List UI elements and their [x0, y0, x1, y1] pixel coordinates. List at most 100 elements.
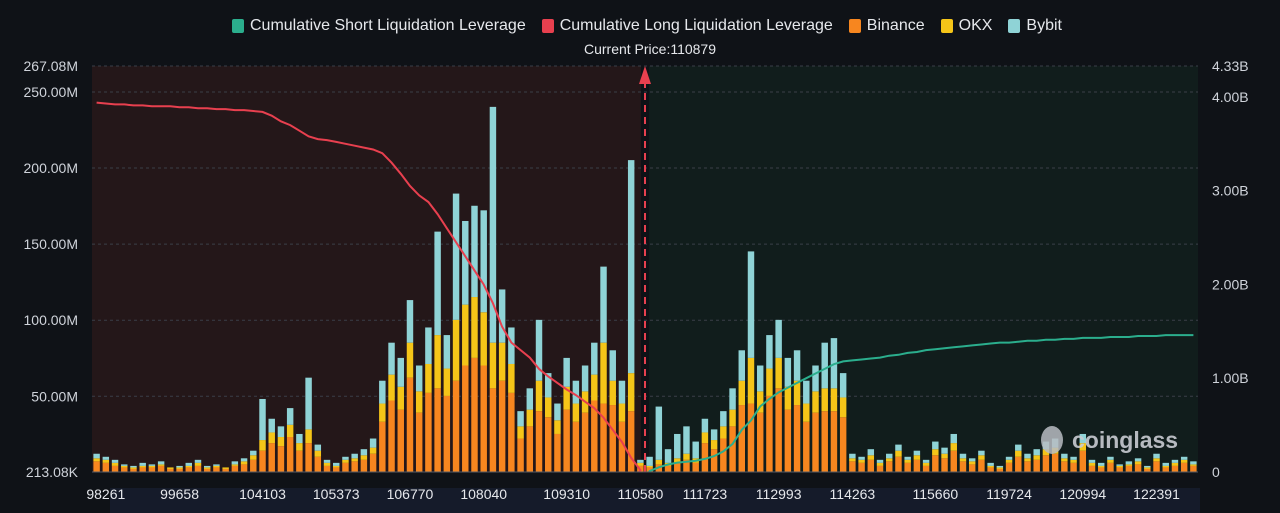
- x-axis-tick: 115660: [912, 486, 958, 502]
- bar-bybit: [950, 433, 957, 444]
- bar-binance: [1079, 450, 1087, 472]
- bar-binance: [360, 459, 368, 472]
- bar-okx: [1190, 464, 1197, 466]
- bar-okx: [305, 429, 312, 444]
- bar-bybit: [535, 319, 543, 381]
- bar-okx: [1097, 465, 1105, 468]
- bar-binance: [231, 465, 239, 472]
- bar-okx: [701, 432, 709, 444]
- bar-bybit: [683, 426, 690, 454]
- bar-binance: [369, 453, 377, 472]
- bar-binance: [1134, 464, 1142, 472]
- bar-bybit: [996, 465, 1004, 468]
- bar-binance: [222, 468, 229, 472]
- legend-label: Binance: [866, 17, 925, 34]
- bar-binance: [830, 411, 838, 472]
- legend-item-cumulative-long-liquidation-leverage[interactable]: Cumulative Long Liquidation Leverage: [541, 17, 833, 35]
- bar-bybit: [876, 459, 884, 463]
- bar-bybit: [203, 465, 211, 468]
- bar-bybit: [968, 458, 976, 462]
- bar-binance: [471, 357, 478, 472]
- current-price-label: Current Price:110879: [583, 41, 717, 57]
- legend-item-cumulative-short-liquidation-leverage[interactable]: Cumulative Short Liquidation Leverage: [231, 17, 526, 35]
- bar-bybit: [462, 220, 469, 305]
- bar-binance: [581, 412, 589, 472]
- bar-binance: [535, 411, 543, 472]
- legend-item-bybit[interactable]: Bybit: [1008, 17, 1062, 35]
- bar-binance: [1162, 467, 1169, 472]
- bar-binance: [250, 459, 257, 472]
- x-axis-slider[interactable]: [110, 488, 1200, 513]
- bar-binance: [886, 461, 893, 472]
- bar-binance: [111, 465, 119, 472]
- bar-binance: [554, 433, 561, 472]
- legend-label: Cumulative Long Liquidation Leverage: [559, 17, 833, 34]
- bar-binance: [1024, 461, 1031, 472]
- bar-bybit: [498, 289, 506, 343]
- bar-binance: [950, 450, 957, 472]
- bar-binance: [342, 462, 349, 472]
- bar-okx: [452, 319, 460, 381]
- bar-okx: [471, 297, 478, 358]
- bar-bybit: [941, 447, 948, 454]
- legend: Cumulative Short Liquidation Leverage Cum…: [0, 17, 1280, 35]
- bar-bybit: [388, 342, 395, 375]
- bar-bybit: [655, 406, 663, 460]
- bar-binance: [130, 468, 137, 472]
- bar-binance: [379, 421, 386, 472]
- bar-binance: [895, 456, 902, 472]
- bar-binance: [1088, 465, 1096, 472]
- bar-binance: [784, 409, 792, 472]
- bar-okx: [968, 461, 976, 465]
- legend-item-binance[interactable]: Binance: [848, 17, 925, 35]
- bar-bybit: [231, 461, 239, 465]
- bar-binance: [1033, 459, 1040, 472]
- bar-okx: [830, 388, 838, 412]
- bar-okx: [425, 363, 432, 393]
- bar-okx: [867, 455, 875, 460]
- bar-binance: [213, 467, 220, 472]
- watermark: coinglass: [1041, 426, 1178, 454]
- bar-binance: [406, 377, 414, 472]
- bar-binance: [692, 462, 699, 472]
- bar-binance: [849, 461, 856, 472]
- bar-okx: [839, 397, 847, 418]
- bar-okx: [895, 450, 902, 457]
- bar-bybit: [1033, 449, 1040, 456]
- left-axis-tick: 150.00M: [24, 236, 78, 252]
- bar-bybit: [600, 266, 607, 343]
- bar-binance: [747, 403, 755, 472]
- bar-bybit: [480, 210, 487, 313]
- bar-binance: [978, 459, 985, 472]
- bar-okx: [535, 380, 543, 412]
- bar-binance: [314, 456, 322, 472]
- bar-okx: [213, 465, 220, 468]
- bar-binance: [803, 421, 810, 472]
- bar-okx: [351, 458, 358, 462]
- bar-binance: [1171, 465, 1179, 472]
- bar-bybit: [1024, 453, 1031, 459]
- bar-binance: [839, 417, 847, 472]
- bar-binance: [627, 411, 635, 472]
- bar-bybit: [1134, 458, 1142, 462]
- bar-bybit: [406, 300, 414, 343]
- bar-okx: [489, 342, 497, 389]
- bar-binance: [203, 468, 211, 472]
- legend-item-okx[interactable]: OKX: [940, 17, 992, 35]
- current-price-arrow-icon: [639, 66, 651, 84]
- bar-okx: [111, 462, 119, 466]
- bar-bybit: [194, 459, 202, 463]
- bar-binance: [572, 421, 580, 472]
- bar-bybit: [554, 403, 561, 421]
- bar-bybit: [342, 456, 349, 460]
- bar-okx: [323, 462, 331, 466]
- left-axis-tick: 267.08M: [24, 58, 78, 74]
- bar-bybit: [305, 377, 312, 430]
- bar-binance: [775, 388, 782, 472]
- x-axis-tick: 111723: [683, 486, 728, 502]
- bar-bybit: [1162, 462, 1169, 466]
- bar-okx: [710, 440, 718, 450]
- bar-okx: [1134, 461, 1142, 465]
- bar-bybit: [646, 456, 653, 466]
- bar-okx: [167, 467, 174, 469]
